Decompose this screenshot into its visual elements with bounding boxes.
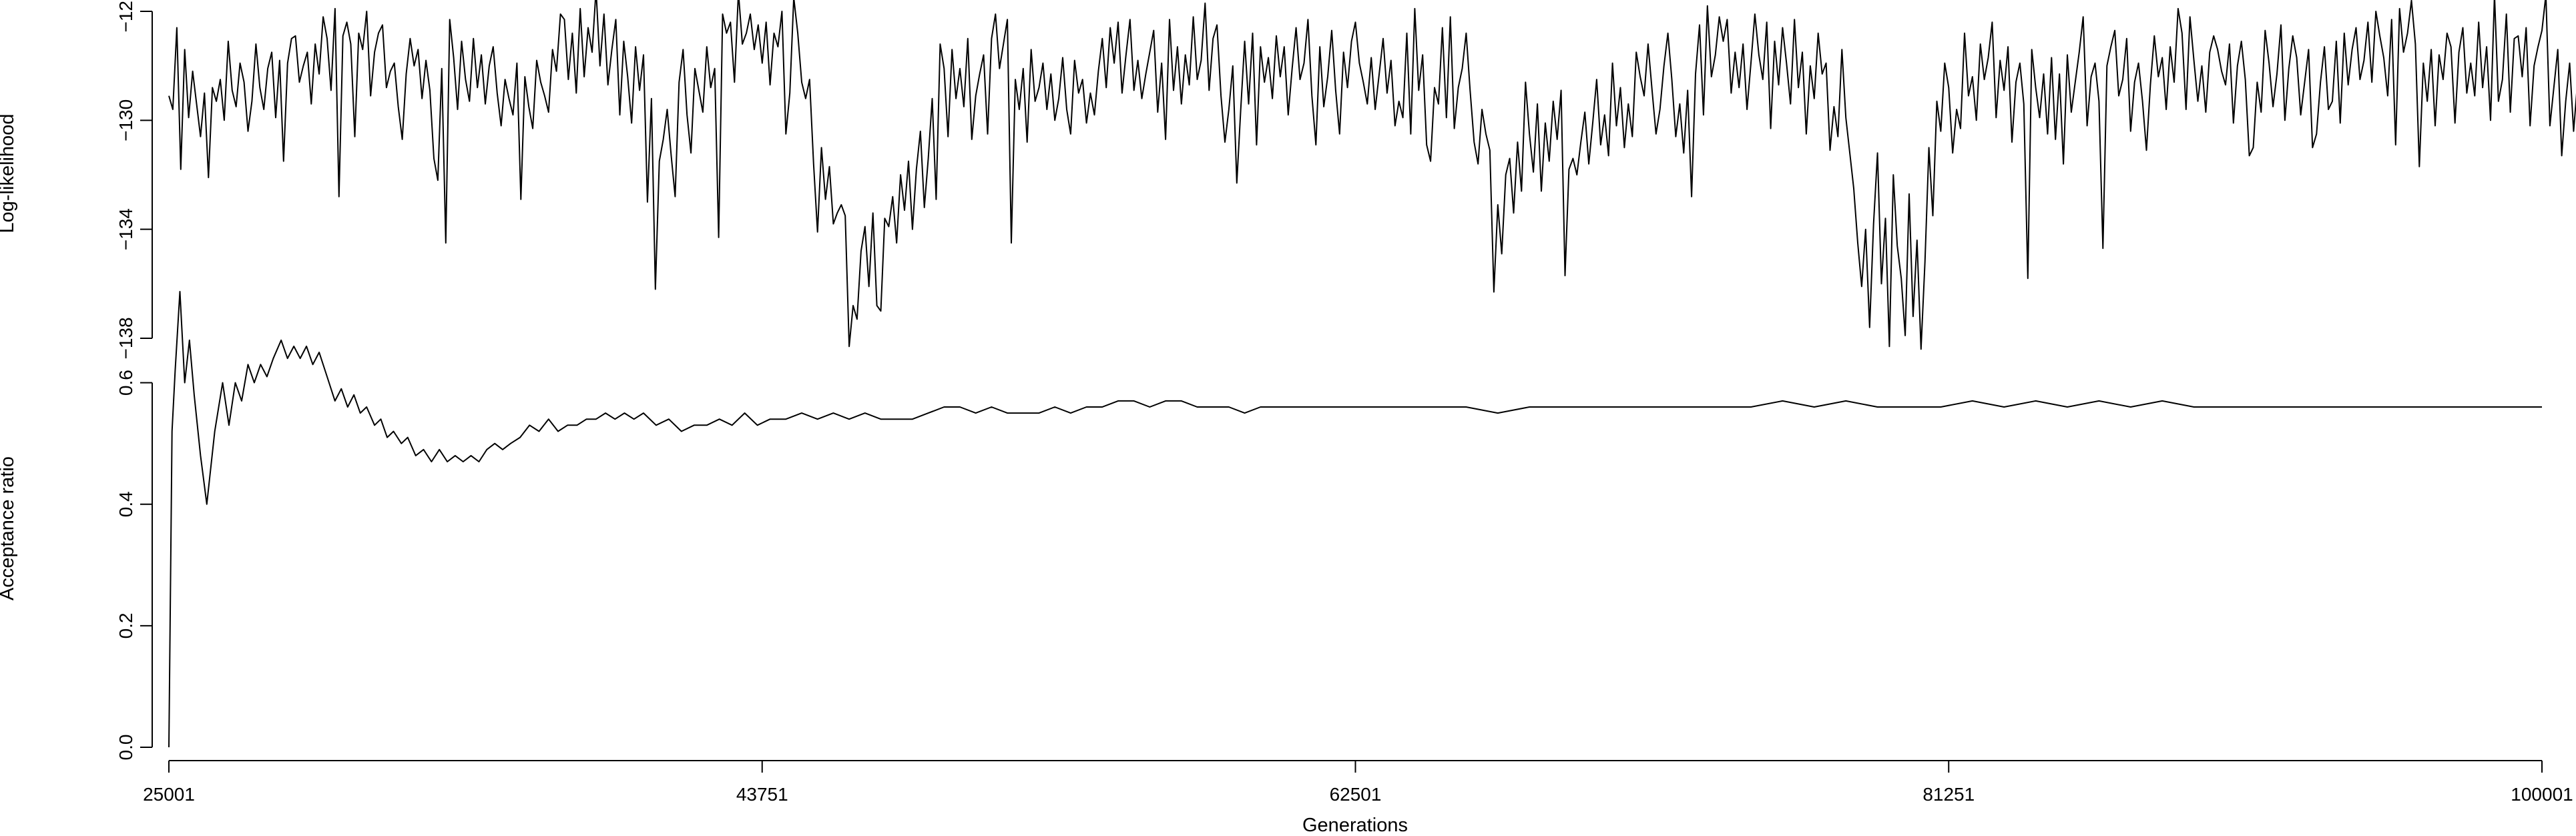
y-tick-label: 0.0 [115,735,136,761]
x-axis-generations: 25001 43751 62501 81251 100001 [143,760,2573,805]
x-tick-label: 62501 [1330,784,1382,805]
series-log-likelihood [168,0,2576,350]
x-axis-label-generations: Generations [1302,815,1408,836]
x-tick-label: 100001 [2511,784,2573,805]
y-tick-label: 0.6 [115,370,136,396]
x-tick-label: 43751 [736,784,788,805]
y-tick-label: 0.4 [115,491,136,517]
y-tick-label: 0.2 [115,612,136,639]
y-axis-log-likelihood: −126 −130 −134 −138 [115,0,153,360]
acceptance-ratio-panel: Acceptance ratio 0.0 0.2 0.4 0.6 25001 43751… [0,291,2573,836]
y-axis-label-log-likelihood: Log-likelihood [0,114,18,234]
series-acceptance-ratio [168,291,2542,748]
y-tick-label: −138 [115,317,136,359]
x-tick-label: 81251 [1922,784,1975,805]
y-axis-acceptance-ratio: 0.0 0.2 0.4 0.6 [115,370,153,761]
y-tick-label: −130 [115,99,136,141]
y-tick-label: −126 [115,0,136,33]
y-tick-label: −134 [115,208,136,250]
series-line [168,0,2576,350]
x-tick-label: 25001 [143,784,195,805]
log-likelihood-panel: Log-likelihood −126 −130 −134 −138 [0,0,2576,360]
y-axis-label-acceptance-ratio: Acceptance ratio [0,456,18,600]
series-line [168,291,2542,748]
